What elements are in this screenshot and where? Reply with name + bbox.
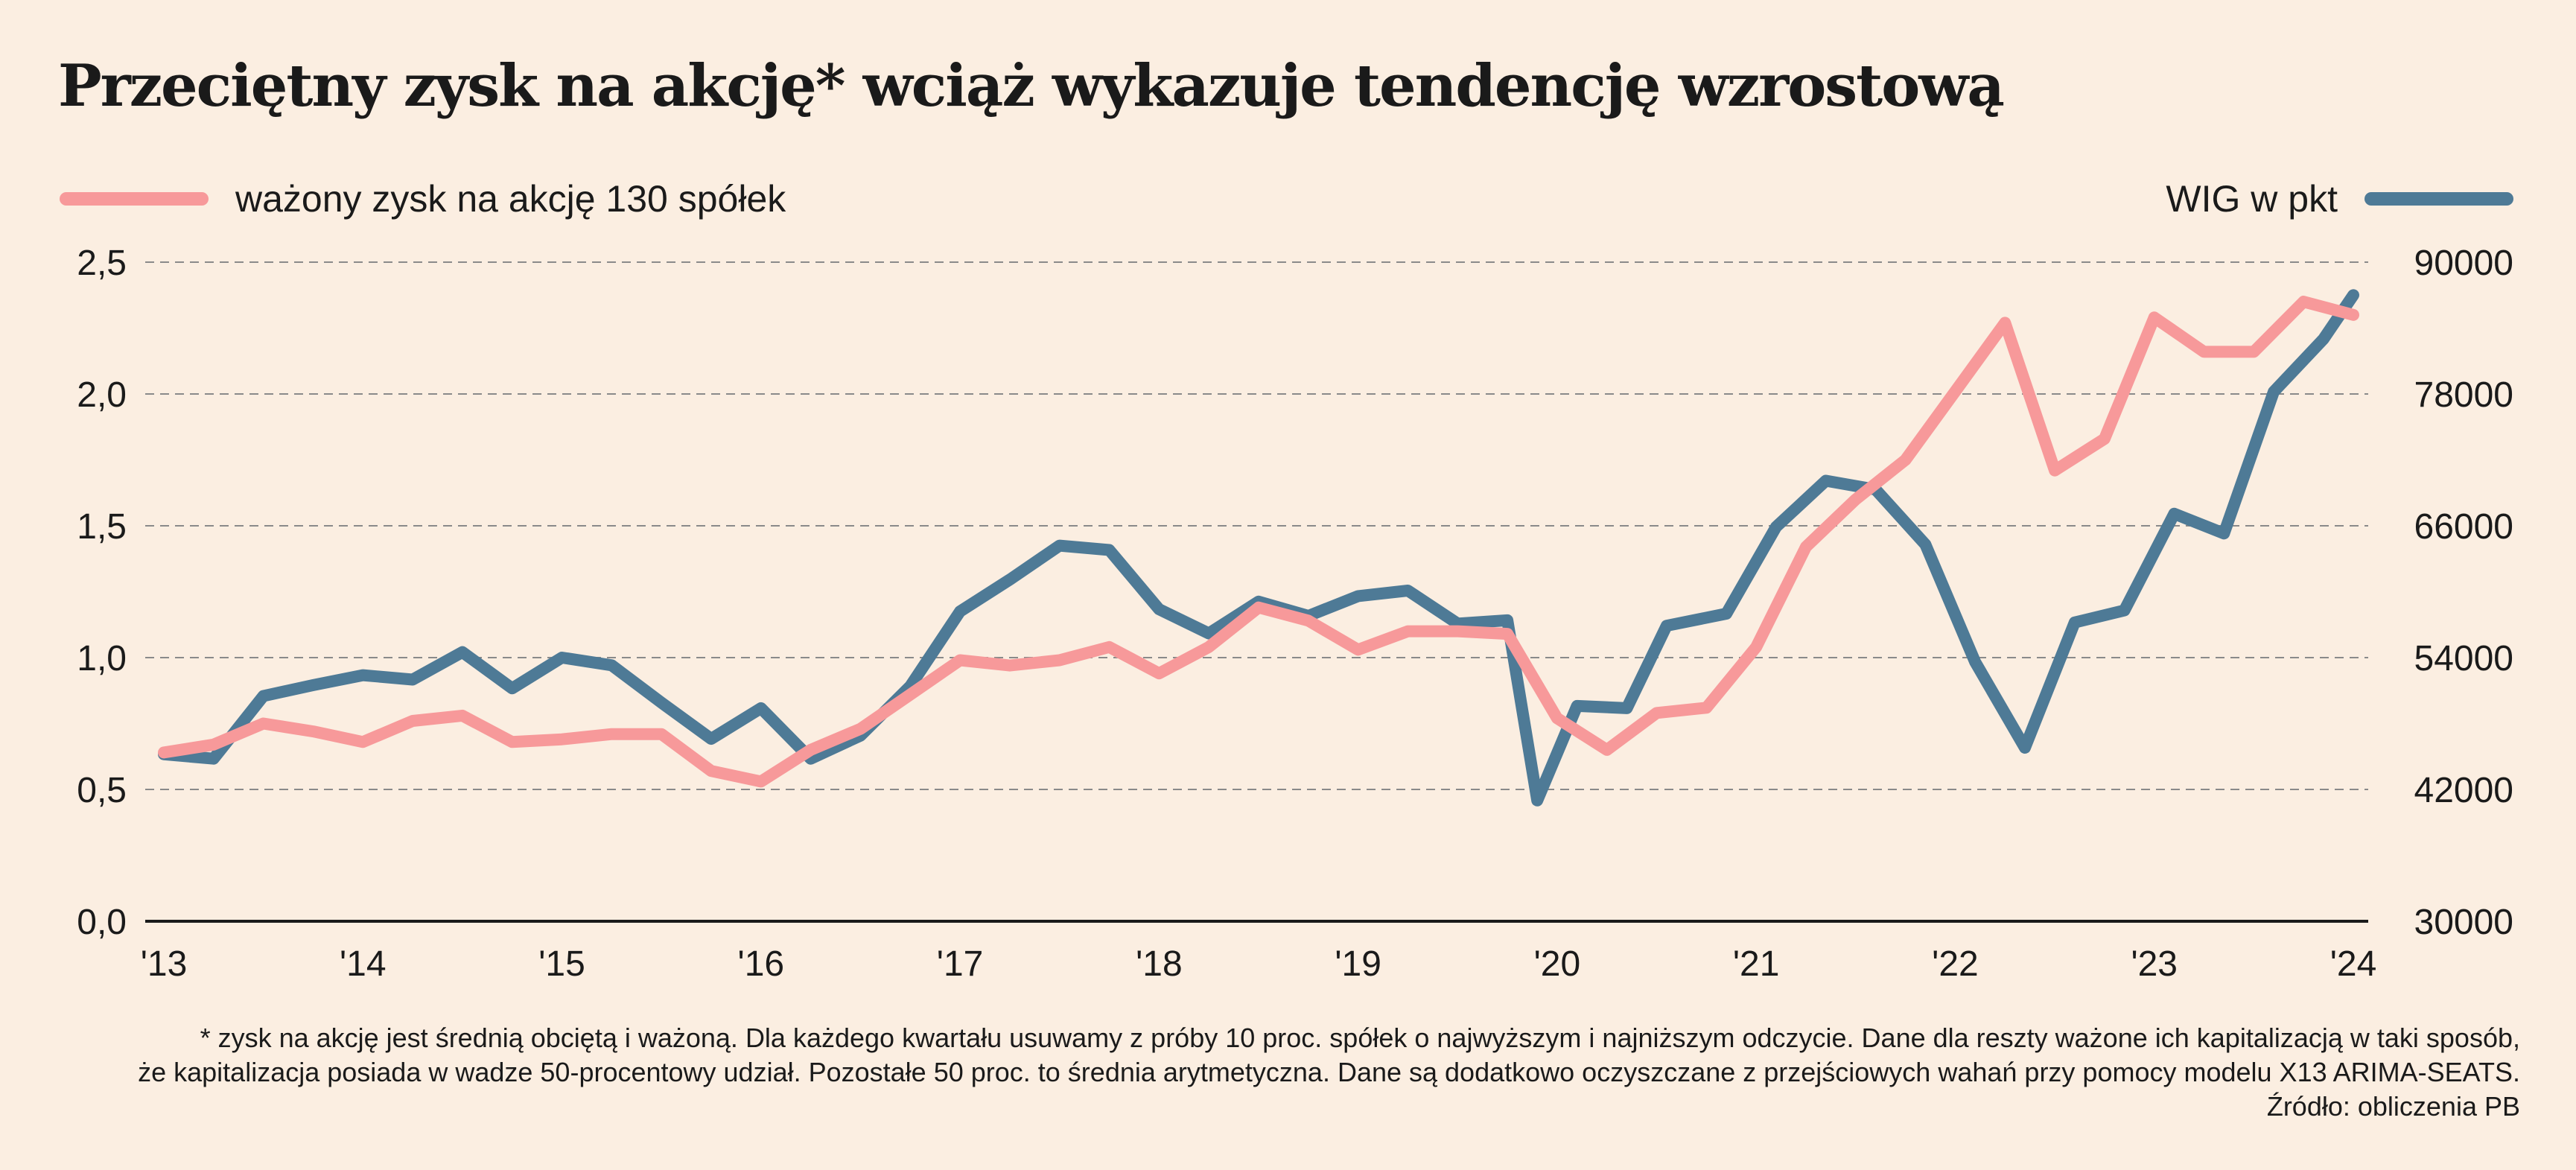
left-y-tick-label: 2,5: [77, 244, 127, 283]
left-y-tick-label: 1,0: [77, 639, 127, 678]
right-y-tick-label: 54000: [2414, 639, 2513, 678]
x-tick-label: '23: [2131, 944, 2178, 984]
footnote-line-2: że kapitalizacja posiada w wadze 50-proc…: [138, 1057, 2520, 1087]
x-tick-label: '21: [1733, 944, 1780, 984]
x-tick-label: '24: [2330, 944, 2377, 984]
left-y-tick-label: 2,0: [77, 375, 127, 415]
x-tick-label: '20: [1534, 944, 1581, 984]
wig-legend-label: WIG w pkt: [2166, 178, 2338, 220]
left-axis-ticks: 0,0 0,5 1,0 1,5 2,0 2,5: [77, 244, 127, 942]
wig-legend-swatch: [2364, 192, 2513, 206]
source-note: Źródło: obliczenia PB: [2266, 1091, 2520, 1122]
x-tick-label: '17: [937, 944, 984, 984]
left-y-tick-label: 0,5: [77, 771, 127, 810]
eps-legend-swatch: [60, 192, 209, 206]
chart-title: Przeciętny zysk na akcję* wciąż wykazuje…: [58, 52, 2005, 120]
eps-legend-label: ważony zysk na akcję 130 spółek: [235, 178, 786, 220]
right-y-tick-label: 66000: [2414, 507, 2513, 547]
x-tick-label: '14: [340, 944, 387, 984]
series-lines: [158, 289, 2359, 807]
footnote: * zysk na akcję jest średnią obciętą i w…: [63, 1021, 2520, 1124]
left-y-tick-label: 1,5: [77, 507, 127, 547]
x-tick-label: '15: [538, 944, 585, 984]
footnote-line-1: * zysk na akcję jest średnią obciętą i w…: [200, 1023, 2520, 1053]
right-y-tick-label: 30000: [2414, 903, 2513, 942]
x-axis-ticks: '13 '14 '15 '16 '17 '18 '19 '20 '21 '22 '23 '24: [141, 944, 2377, 984]
right-y-tick-label: 42000: [2414, 771, 2513, 810]
x-tick-label: '18: [1136, 944, 1183, 984]
x-tick-label: '19: [1335, 944, 1381, 984]
x-tick-label: '22: [1932, 944, 1979, 984]
x-tick-label: '13: [141, 944, 188, 984]
eps-series-line: [158, 296, 2359, 788]
left-y-tick-label: 0,0: [77, 903, 127, 942]
grid-lines: [145, 261, 2368, 923]
right-y-tick-label: 78000: [2414, 375, 2513, 415]
x-tick-label: '16: [738, 944, 785, 984]
legend-left: ważony zysk na akcję 130 spółek: [60, 177, 786, 220]
right-axis-ticks: 30000 42000 54000 66000 78000 90000: [2414, 244, 2513, 942]
right-y-tick-label: 90000: [2414, 244, 2513, 283]
legend-right: WIG w pkt: [2166, 177, 2513, 220]
